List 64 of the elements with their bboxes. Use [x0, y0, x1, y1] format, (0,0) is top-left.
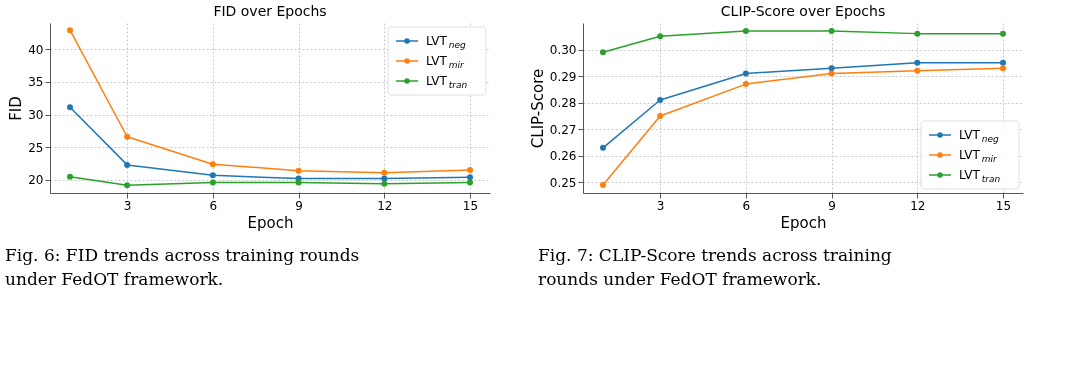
- point: [600, 144, 606, 151]
- point: [124, 161, 131, 168]
- y-tick-label: 30: [28, 108, 44, 123]
- point: [600, 182, 606, 189]
- point: [1000, 59, 1006, 66]
- y-tick-label: 40: [28, 42, 44, 57]
- point: [828, 27, 835, 34]
- caption: Fig. 7: CLIP-Score trends across training rounds under FedOT framework.: [538, 245, 892, 289]
- y-axis-title: FID: [7, 96, 26, 121]
- point: [600, 49, 606, 56]
- point: [828, 70, 835, 77]
- point: [914, 59, 921, 66]
- point: [467, 179, 473, 186]
- point: [742, 27, 749, 34]
- y-axis-title: CLIP-Score: [528, 68, 547, 149]
- y-tick-label: 0.29: [549, 69, 577, 84]
- chart-title: CLIP-Score over Epochs: [720, 3, 886, 19]
- x-tick-label: 6: [209, 198, 218, 213]
- x-tick-label: 15: [995, 198, 1012, 213]
- point: [657, 112, 664, 119]
- point: [381, 175, 388, 182]
- point: [67, 173, 73, 180]
- y-tick-label: 0.26: [549, 149, 577, 164]
- y-tick-label: 0.27: [549, 122, 577, 137]
- x-tick-label: 12: [910, 198, 926, 213]
- point: [467, 167, 473, 174]
- point: [124, 182, 131, 189]
- x-tick-label: 9: [828, 198, 836, 213]
- x-tick-label: 9: [295, 198, 303, 213]
- caption: Fig. 6: FID trends across training rounds under FedOT framework.: [5, 245, 360, 289]
- point: [209, 179, 216, 186]
- point: [209, 161, 216, 168]
- point: [295, 167, 302, 174]
- y-tick-label: 35: [28, 75, 44, 90]
- y-tick-label: 25: [28, 140, 44, 155]
- x-tick-label: 3: [656, 198, 665, 213]
- point: [209, 172, 216, 179]
- y-tick-label: 0.28: [549, 96, 577, 111]
- y-tick-label: 0.30: [549, 43, 577, 58]
- point: [381, 169, 388, 176]
- point: [67, 104, 73, 111]
- x-tick-label: 12: [377, 198, 393, 213]
- point: [914, 30, 921, 37]
- y-tick-label: 20: [28, 173, 44, 188]
- point: [914, 67, 921, 74]
- chart-title: FID over Epochs: [213, 3, 327, 19]
- x-axis-title: Epoch: [780, 213, 827, 232]
- point: [742, 70, 749, 77]
- point: [828, 65, 835, 72]
- y-tick-label: 0.25: [549, 175, 577, 190]
- x-tick-label: 6: [742, 198, 751, 213]
- point: [1000, 30, 1006, 37]
- x-axis-title: Epoch: [247, 213, 294, 232]
- point: [742, 81, 749, 88]
- point: [467, 174, 473, 181]
- point: [657, 97, 664, 104]
- x-tick-label: 15: [462, 198, 479, 213]
- point: [1000, 65, 1006, 72]
- point: [124, 133, 131, 140]
- x-tick-label: 3: [123, 198, 132, 213]
- point: [295, 179, 302, 186]
- point: [657, 33, 664, 40]
- point: [67, 27, 73, 34]
- point: [381, 180, 388, 187]
